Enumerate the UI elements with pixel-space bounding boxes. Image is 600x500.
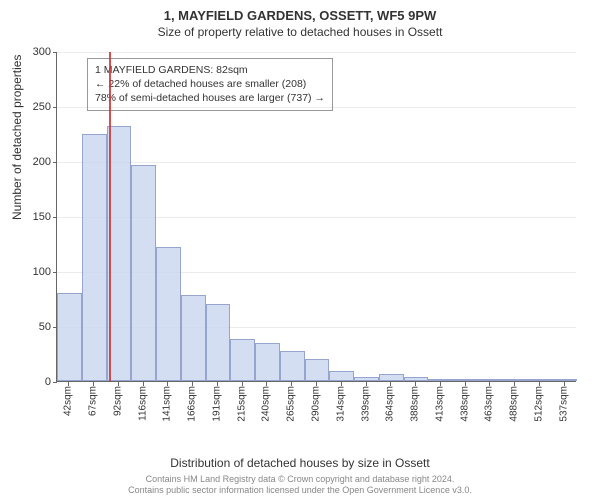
- x-tick: 314sqm: [335, 386, 346, 422]
- histogram-bar: [230, 339, 255, 381]
- histogram-bar: [478, 379, 503, 381]
- y-tick: 0: [45, 376, 57, 388]
- footer-line-2: Contains public sector information licen…: [0, 485, 600, 496]
- x-tick: 67sqm: [88, 386, 99, 416]
- histogram-bar: [305, 359, 330, 381]
- histogram-bar: [181, 295, 206, 381]
- x-tick: 191sqm: [211, 386, 222, 422]
- histogram-bar: [379, 374, 404, 381]
- chart-area: 1 MAYFIELD GARDENS: 82sqm ← 22% of detac…: [56, 52, 576, 412]
- histogram-bar: [552, 379, 577, 381]
- histogram-bar: [354, 377, 379, 381]
- annotation-line-1: 1 MAYFIELD GARDENS: 82sqm: [95, 63, 325, 77]
- x-tick: 141sqm: [162, 386, 173, 422]
- x-tick: 240sqm: [261, 386, 272, 422]
- plot-region: 1 MAYFIELD GARDENS: 82sqm ← 22% of detac…: [56, 52, 576, 382]
- x-tick: 488sqm: [509, 386, 520, 422]
- x-tick: 290sqm: [311, 386, 322, 422]
- histogram-bar: [527, 379, 552, 381]
- annotation-box: 1 MAYFIELD GARDENS: 82sqm ← 22% of detac…: [87, 58, 333, 111]
- histogram-bar: [280, 351, 305, 381]
- page-title: 1, MAYFIELD GARDENS, OSSETT, WF5 9PW: [0, 0, 600, 23]
- x-tick: 512sqm: [533, 386, 544, 422]
- histogram-bar: [82, 134, 107, 382]
- page-subtitle: Size of property relative to detached ho…: [0, 23, 600, 39]
- footer-line-1: Contains HM Land Registry data © Crown c…: [0, 474, 600, 485]
- annotation-line-3: 78% of semi-detached houses are larger (…: [95, 91, 325, 105]
- histogram-bar: [156, 247, 181, 381]
- x-tick: 339sqm: [360, 386, 371, 422]
- x-tick: 438sqm: [459, 386, 470, 422]
- gridline: [57, 162, 576, 163]
- histogram-bar: [206, 304, 231, 381]
- x-tick: 92sqm: [112, 386, 123, 416]
- histogram-bar: [503, 379, 528, 381]
- x-tick: 215sqm: [236, 386, 247, 422]
- x-tick: 413sqm: [434, 386, 445, 422]
- x-axis-label: Distribution of detached houses by size …: [0, 456, 600, 470]
- x-tick: 463sqm: [484, 386, 495, 422]
- x-tick: 364sqm: [385, 386, 396, 422]
- marker-line: [109, 52, 111, 381]
- y-axis-label: Number of detached properties: [10, 55, 24, 220]
- histogram-bar: [404, 377, 429, 381]
- x-tick: 265sqm: [286, 386, 297, 422]
- histogram-bar: [131, 165, 156, 381]
- footer: Contains HM Land Registry data © Crown c…: [0, 474, 600, 497]
- gridline: [57, 107, 576, 108]
- gridline: [57, 52, 576, 53]
- y-tick: 200: [33, 156, 57, 168]
- x-tick: 116sqm: [137, 386, 148, 421]
- histogram-bar: [255, 343, 280, 382]
- histogram-bar: [329, 371, 354, 381]
- x-tick: 166sqm: [187, 386, 198, 422]
- y-tick: 150: [33, 211, 57, 223]
- y-tick: 50: [39, 321, 57, 333]
- y-tick: 250: [33, 101, 57, 113]
- annotation-line-2: ← 22% of detached houses are smaller (20…: [95, 77, 325, 91]
- histogram-bar: [453, 379, 478, 381]
- y-tick: 100: [33, 266, 57, 278]
- x-tick: 42sqm: [63, 386, 74, 416]
- histogram-bar: [57, 293, 82, 381]
- histogram-bar: [428, 379, 453, 381]
- x-tick: 537sqm: [558, 386, 569, 422]
- y-tick: 300: [33, 46, 57, 58]
- x-tick: 388sqm: [410, 386, 421, 422]
